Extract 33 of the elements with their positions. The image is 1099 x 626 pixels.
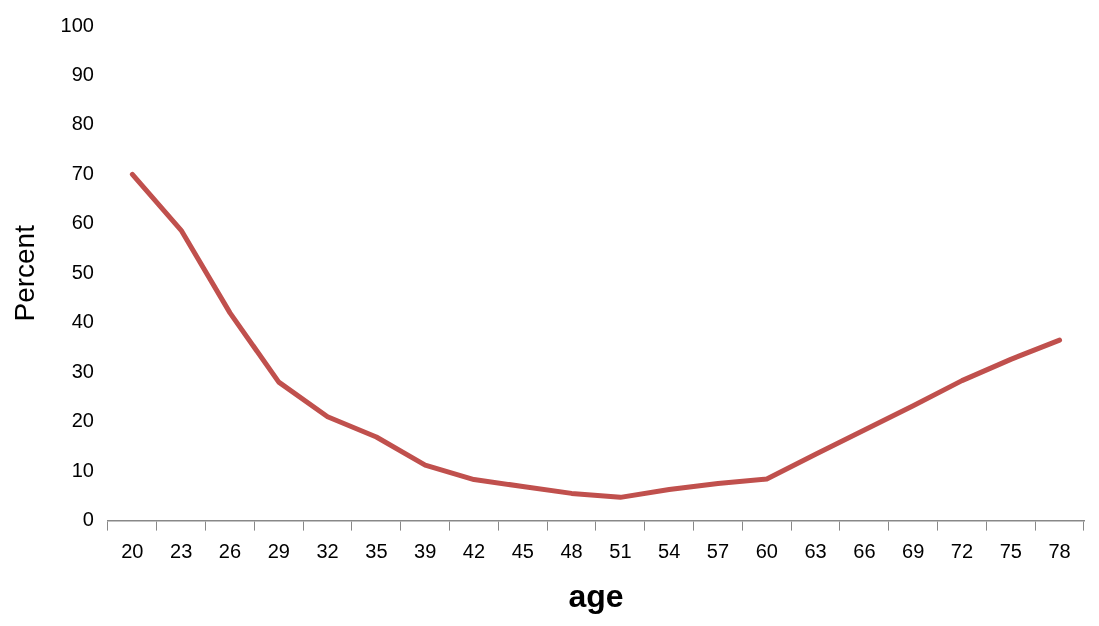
x-tick-label: 75 — [999, 540, 1022, 563]
x-tick-label: 57 — [706, 540, 730, 563]
x-axis-title: age — [568, 577, 624, 614]
y-axis-title: Percent — [8, 224, 40, 322]
x-tick-label: 69 — [902, 540, 925, 563]
y-tick-label: 60 — [71, 211, 94, 234]
x-tick-label: 26 — [218, 540, 242, 563]
x-tick-label: 39 — [414, 540, 437, 563]
y-tick-label: 10 — [71, 458, 94, 481]
x-tick-label: 42 — [462, 540, 486, 563]
x-tick-label: 54 — [658, 540, 681, 563]
x-tick-label: 63 — [804, 540, 827, 563]
y-tick-label: 20 — [71, 409, 94, 432]
y-tick-label: 100 — [60, 13, 94, 36]
y-tick-label: 30 — [71, 359, 94, 382]
x-tick-label: 20 — [121, 540, 144, 563]
x-tick-label: 72 — [950, 540, 974, 563]
x-tick-label: 78 — [1048, 540, 1071, 563]
x-tick-label: 45 — [511, 540, 534, 563]
y-tick-label: 0 — [82, 508, 94, 531]
y-tick-label: 90 — [71, 62, 94, 85]
y-tick-label: 50 — [71, 260, 94, 283]
y-tick-label: 70 — [71, 161, 94, 184]
x-tick-label: 35 — [365, 540, 388, 563]
x-tick-label: 29 — [267, 540, 290, 563]
x-tick-label: 60 — [755, 540, 778, 563]
x-tick-label: 32 — [316, 540, 339, 563]
y-tick-label: 80 — [71, 112, 94, 135]
x-tick-label: 23 — [170, 540, 193, 563]
x-tick-label: 48 — [560, 540, 583, 563]
y-tick-label: 40 — [71, 310, 94, 333]
x-tick-label: 51 — [609, 540, 632, 563]
x-tick-label: 66 — [853, 540, 876, 563]
